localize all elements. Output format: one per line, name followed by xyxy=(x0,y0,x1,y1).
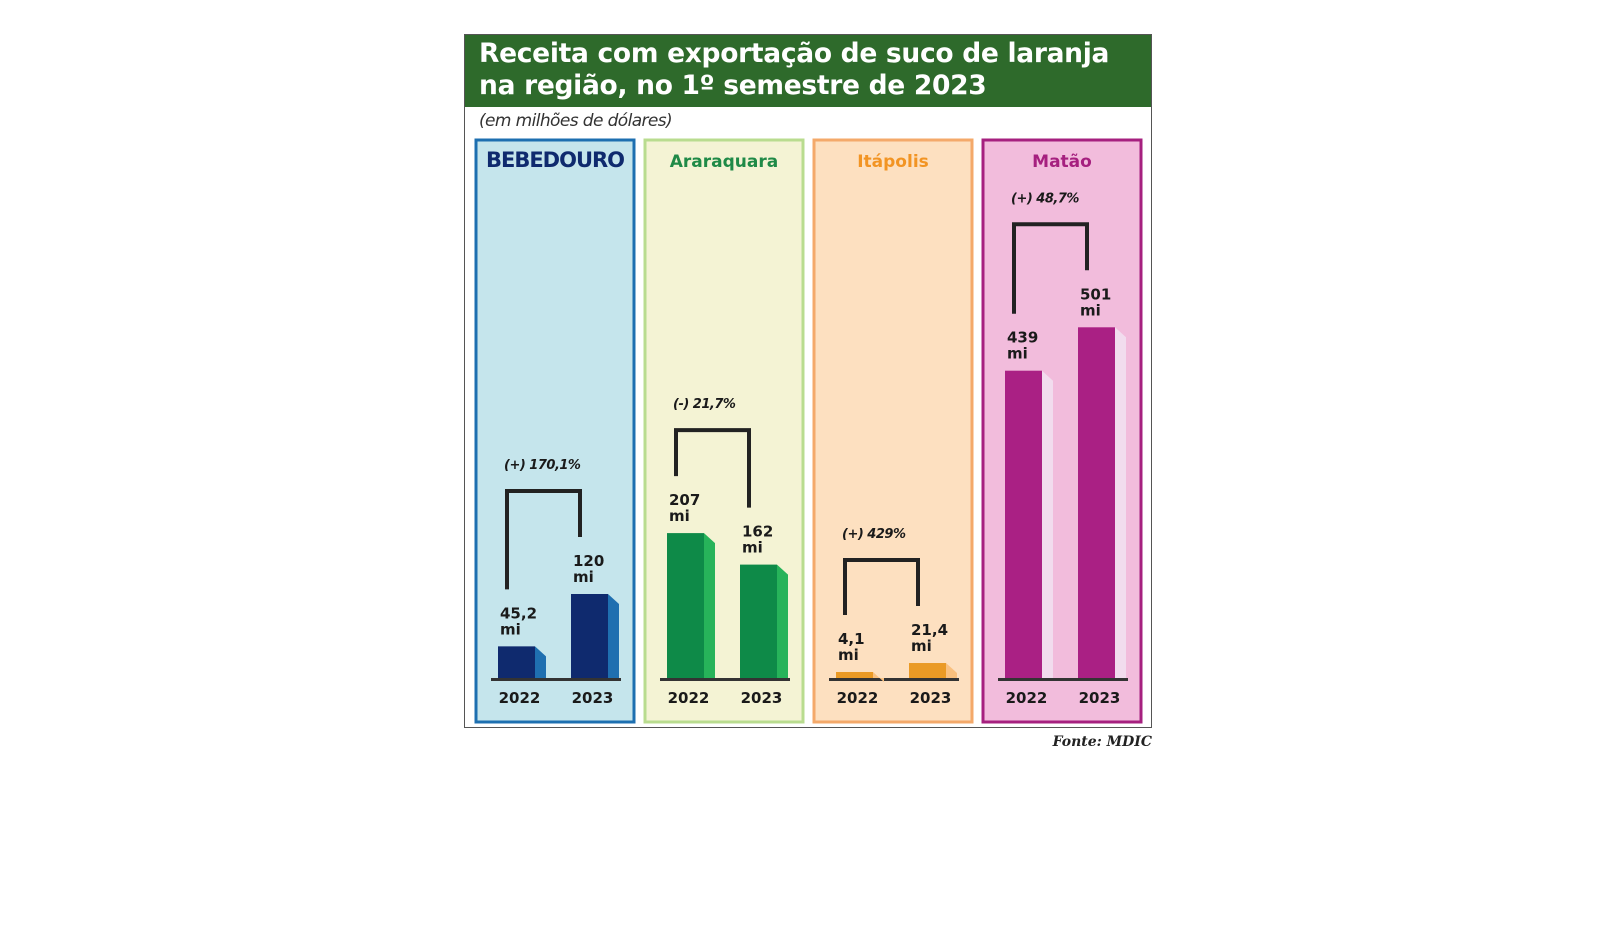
change-bracket xyxy=(843,558,920,615)
value-label-2023: 162 xyxy=(742,523,773,541)
source-note: Fonte: MDIC xyxy=(1052,734,1152,750)
unit-label-2023: mi xyxy=(742,539,763,557)
value-label-2022: 4,1 xyxy=(838,630,865,648)
category-label-2022: 2022 xyxy=(499,689,541,707)
bar-2023 xyxy=(571,594,608,678)
change-label: (+) 429% xyxy=(842,527,906,542)
bar-side-2023 xyxy=(777,564,788,678)
category-label-2022: 2022 xyxy=(837,689,879,707)
bar-side-2023 xyxy=(608,594,619,678)
change-bracket xyxy=(674,428,751,508)
change-label: (+) 170,1% xyxy=(504,458,581,473)
value-label-2022: 207 xyxy=(669,491,700,509)
unit-label-2023: mi xyxy=(573,568,594,586)
chart-title-line-2: na região, no 1º semestre de 2023 xyxy=(479,70,987,101)
category-label-2023: 2023 xyxy=(741,689,783,707)
change-label: (-) 21,7% xyxy=(673,397,736,412)
bar-2023 xyxy=(909,663,946,678)
panel-background xyxy=(812,138,974,724)
unit-label-2022: mi xyxy=(669,507,690,525)
panel-title: Araraquara xyxy=(670,152,778,172)
bar-side-2022 xyxy=(535,646,546,678)
bar-2022 xyxy=(498,646,535,678)
chart-title-line-1: Receita com exportação de suco de laranj… xyxy=(479,38,1110,69)
category-label-2022: 2022 xyxy=(1006,689,1048,707)
bar-side-2022 xyxy=(1042,370,1053,678)
category-label-2023: 2023 xyxy=(910,689,952,707)
bar-side-2022 xyxy=(873,672,884,682)
change-bracket xyxy=(1012,222,1089,314)
unit-label-2023: mi xyxy=(911,637,932,655)
bar-side-2023 xyxy=(946,663,957,678)
bar-2022 xyxy=(1005,370,1042,678)
unit-label-2022: mi xyxy=(1007,345,1028,363)
unit-label-2022: mi xyxy=(838,646,859,664)
bar-2022 xyxy=(667,533,704,678)
chart-subtitle: (em milhões de dólares) xyxy=(479,111,673,131)
value-label-2023: 120 xyxy=(573,552,604,570)
value-label-2023: 21,4 xyxy=(911,621,948,639)
change-label: (+) 48,7% xyxy=(1011,191,1079,206)
unit-label-2022: mi xyxy=(500,620,521,638)
panel-title: Itápolis xyxy=(857,152,929,172)
bar-side-2023 xyxy=(1115,327,1126,678)
panel-title: Matão xyxy=(1032,152,1092,172)
bar-side-2022 xyxy=(704,533,715,678)
value-label-2022: 45,2 xyxy=(500,604,537,622)
bar-2023 xyxy=(1078,327,1115,678)
bar-2022 xyxy=(836,672,873,678)
title-bar: Receita com exportação de suco de laranj… xyxy=(465,35,1151,107)
bar-2023 xyxy=(740,564,777,678)
category-label-2023: 2023 xyxy=(1079,689,1121,707)
panel-title: BEBEDOURO xyxy=(486,148,624,172)
category-label-2022: 2022 xyxy=(668,689,710,707)
category-label-2023: 2023 xyxy=(572,689,614,707)
unit-label-2023: mi xyxy=(1080,301,1101,319)
change-bracket xyxy=(505,489,582,590)
value-label-2022: 439 xyxy=(1007,329,1038,347)
value-label-2023: 501 xyxy=(1080,285,1111,303)
